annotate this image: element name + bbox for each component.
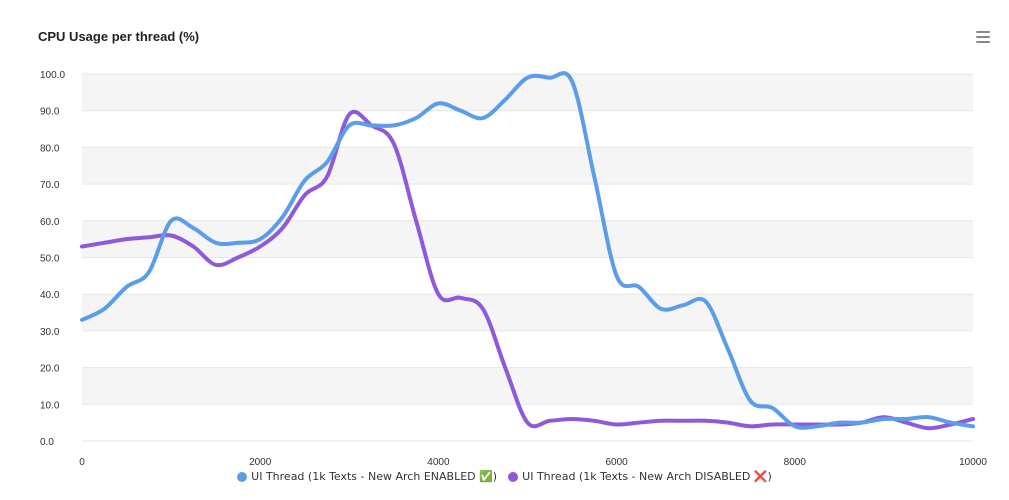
x-tick-label: 2000 xyxy=(249,457,272,468)
y-tick-label: 60.0 xyxy=(40,217,60,228)
y-tick-label: 90.0 xyxy=(40,107,60,118)
x-tick-label: 0 xyxy=(79,457,85,468)
line-chart: 0.0 10.0 20.0 30.0 40.0 50.0 60.0 70.0 80.0 90.0 1… xyxy=(40,70,987,468)
legend: UI Thread (1k Texts - New Arch ENABLED ✅… xyxy=(0,470,1009,485)
menu-line-middle xyxy=(976,36,990,38)
y-axis: 0.0 10.0 20.0 30.0 40.0 50.0 60.0 70.0 80.0 90.0 1… xyxy=(40,70,65,448)
chart-title: CPU Usage per thread (%) xyxy=(38,29,200,44)
grid-bands xyxy=(82,74,973,405)
menu-line-bottom xyxy=(976,41,990,43)
series-lines xyxy=(80,71,975,431)
legend-label-disabled: UI Thread (1k Texts - New Arch DISABLED … xyxy=(522,470,772,483)
y-tick-label: 70.0 xyxy=(40,180,60,191)
grid-band xyxy=(82,367,973,405)
legend-marker-disabled xyxy=(508,471,519,482)
series-line-enabled xyxy=(80,71,975,430)
y-tick-label: 10.0 xyxy=(40,400,60,411)
hamburger-menu-icon[interactable] xyxy=(972,28,994,46)
x-axis: 0 2000 4000 6000 8000 10000 xyxy=(79,457,987,468)
grid-lines xyxy=(82,73,973,442)
y-tick-label: 0.0 xyxy=(40,437,54,448)
legend-label-enabled: UI Thread (1k Texts - New Arch ENABLED ✅… xyxy=(251,470,498,483)
grid-band xyxy=(82,147,973,185)
grid-band xyxy=(82,294,973,331)
x-tick-label: 6000 xyxy=(605,457,628,468)
grid-band xyxy=(82,74,973,111)
y-tick-label: 40.0 xyxy=(40,290,60,301)
x-tick-label: 10000 xyxy=(959,457,987,468)
x-tick-label: 8000 xyxy=(784,457,807,468)
x-tick-label: 4000 xyxy=(427,457,450,468)
y-tick-label: 50.0 xyxy=(40,254,60,265)
legend-item-enabled[interactable]: UI Thread (1k Texts - New Arch ENABLED ✅… xyxy=(237,470,497,483)
legend-marker-enabled xyxy=(237,471,248,482)
y-tick-label: 100.0 xyxy=(40,70,65,81)
menu-line-top xyxy=(976,31,990,33)
grid-band xyxy=(82,220,973,258)
y-tick-label: 80.0 xyxy=(40,143,60,154)
y-tick-label: 30.0 xyxy=(40,327,60,338)
legend-item-disabled[interactable]: UI Thread (1k Texts - New Arch DISABLED … xyxy=(508,470,772,483)
y-tick-label: 20.0 xyxy=(40,364,60,375)
